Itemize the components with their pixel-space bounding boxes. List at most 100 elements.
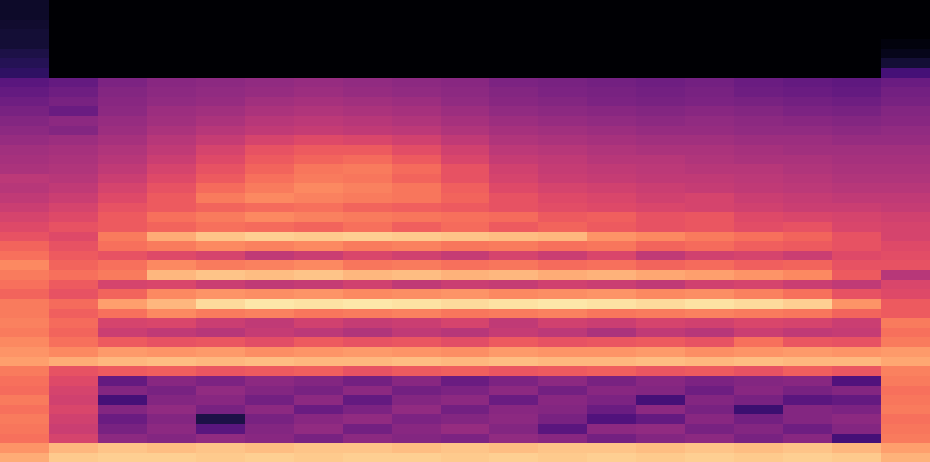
cell <box>49 443 99 453</box>
cell <box>343 212 393 222</box>
cell <box>343 193 393 203</box>
cell <box>685 289 735 299</box>
cell <box>734 375 784 385</box>
cell <box>294 241 344 251</box>
cell <box>245 404 295 414</box>
cell <box>441 452 491 462</box>
cell <box>636 231 686 241</box>
cell <box>832 183 882 193</box>
cell <box>832 173 882 183</box>
cell <box>49 58 99 68</box>
cell <box>538 116 588 126</box>
cell <box>832 106 882 116</box>
cell <box>538 404 588 414</box>
cell <box>245 241 295 251</box>
cell <box>196 173 246 183</box>
cell <box>147 433 197 443</box>
cell <box>294 173 344 183</box>
cell <box>783 424 833 434</box>
cell <box>147 154 197 164</box>
cell <box>196 404 246 414</box>
cell <box>441 58 491 68</box>
cell <box>196 183 246 193</box>
cell <box>49 366 99 376</box>
cell <box>294 337 344 347</box>
cell <box>245 433 295 443</box>
cell <box>489 39 539 49</box>
cell <box>441 298 491 308</box>
cell <box>49 347 99 357</box>
cell <box>783 385 833 395</box>
cell <box>489 173 539 183</box>
cell <box>734 241 784 251</box>
cell <box>441 356 491 366</box>
cell <box>147 298 197 308</box>
cell <box>343 241 393 251</box>
cell <box>832 260 882 270</box>
cell <box>734 116 784 126</box>
cell <box>441 404 491 414</box>
cell <box>98 173 148 183</box>
cell <box>147 270 197 280</box>
cell <box>147 356 197 366</box>
cell <box>294 67 344 77</box>
cell <box>441 414 491 424</box>
cell <box>489 106 539 116</box>
cell <box>832 231 882 241</box>
cell <box>98 366 148 376</box>
cell <box>245 10 295 20</box>
cell <box>587 270 637 280</box>
cell <box>587 116 637 126</box>
cell <box>343 144 393 154</box>
cell <box>343 337 393 347</box>
cell <box>587 0 637 10</box>
cell <box>0 212 50 222</box>
cell <box>441 308 491 318</box>
cell <box>441 19 491 29</box>
cell <box>636 279 686 289</box>
cell <box>489 231 539 241</box>
cell <box>489 308 539 318</box>
cell <box>441 10 491 20</box>
cell <box>392 385 442 395</box>
cell <box>636 77 686 87</box>
cell <box>489 221 539 231</box>
cell <box>343 298 393 308</box>
cell <box>147 279 197 289</box>
cell <box>832 327 882 337</box>
cell <box>587 366 637 376</box>
cell <box>881 318 930 328</box>
cell <box>343 58 393 68</box>
cell <box>49 414 99 424</box>
cell <box>538 260 588 270</box>
cell <box>343 414 393 424</box>
cell <box>734 356 784 366</box>
cell <box>294 443 344 453</box>
cell <box>685 19 735 29</box>
cell <box>196 67 246 77</box>
cell <box>392 202 442 212</box>
cell <box>881 96 930 106</box>
cell <box>489 279 539 289</box>
cell <box>441 144 491 154</box>
cell <box>392 433 442 443</box>
cell <box>587 433 637 443</box>
cell <box>685 424 735 434</box>
cell <box>343 395 393 405</box>
cell <box>441 193 491 203</box>
cell <box>783 375 833 385</box>
cell <box>294 298 344 308</box>
cell <box>685 0 735 10</box>
cell <box>636 0 686 10</box>
cell <box>49 241 99 251</box>
cell <box>587 29 637 39</box>
cell <box>49 67 99 77</box>
cell <box>636 452 686 462</box>
cell <box>489 327 539 337</box>
cell <box>489 87 539 97</box>
cell <box>147 404 197 414</box>
cell <box>538 231 588 241</box>
cell <box>489 385 539 395</box>
cell <box>147 327 197 337</box>
cell <box>587 347 637 357</box>
